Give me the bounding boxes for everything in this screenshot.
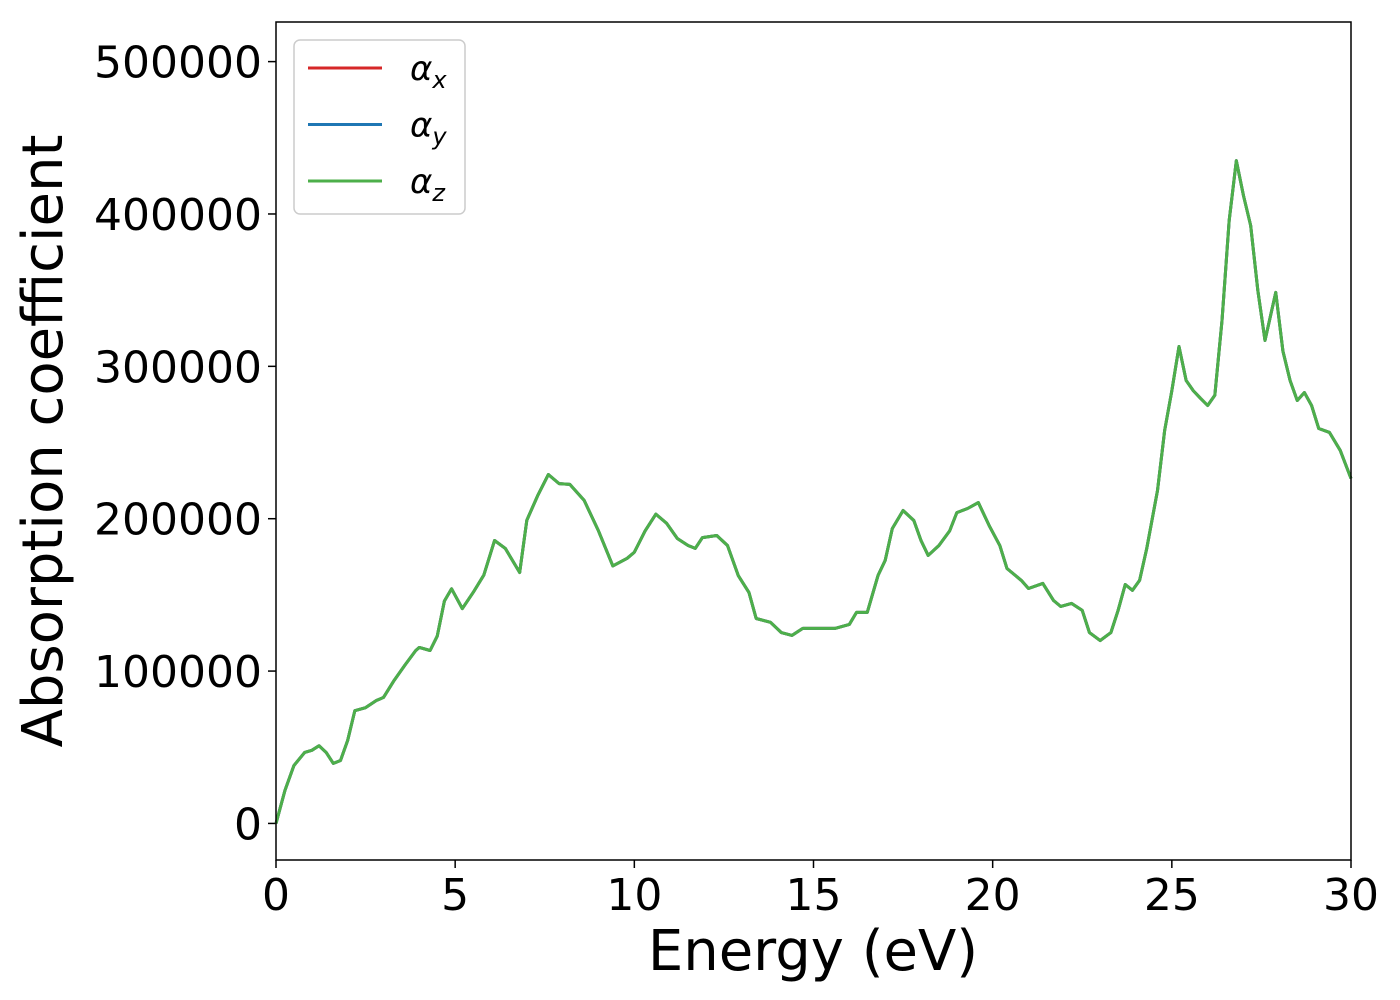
x-tick-label: 20 [965,870,1021,921]
y-tick-label: 300000 [94,342,262,393]
y-axis-label: Absorption coefficient [11,135,76,748]
plot-frame [275,21,1352,861]
x-tick-label: 30 [1323,870,1379,921]
y-tick-label: 100000 [94,647,262,698]
x-tick-label: 15 [786,870,842,921]
x-tick-label: 0 [262,870,290,921]
x-tick-label: 10 [606,870,662,921]
x-tick-label: 25 [1144,870,1200,921]
legend-label: αz [410,162,446,207]
y-tick-label: 0 [234,799,262,850]
legend-label: αx [410,49,447,94]
legend-label: αy [410,106,447,151]
x-tick-label: 5 [441,870,469,921]
y-tick-label: 400000 [94,190,262,241]
legend-box [293,39,466,215]
x-axis-label: Energy (eV) [648,919,978,984]
y-tick-label: 500000 [94,38,262,89]
y-tick-label: 200000 [94,495,262,546]
data-line [274,159,1353,824]
data-line [274,159,1353,824]
data-line [274,159,1353,824]
legend: αx αy αz [293,39,466,215]
